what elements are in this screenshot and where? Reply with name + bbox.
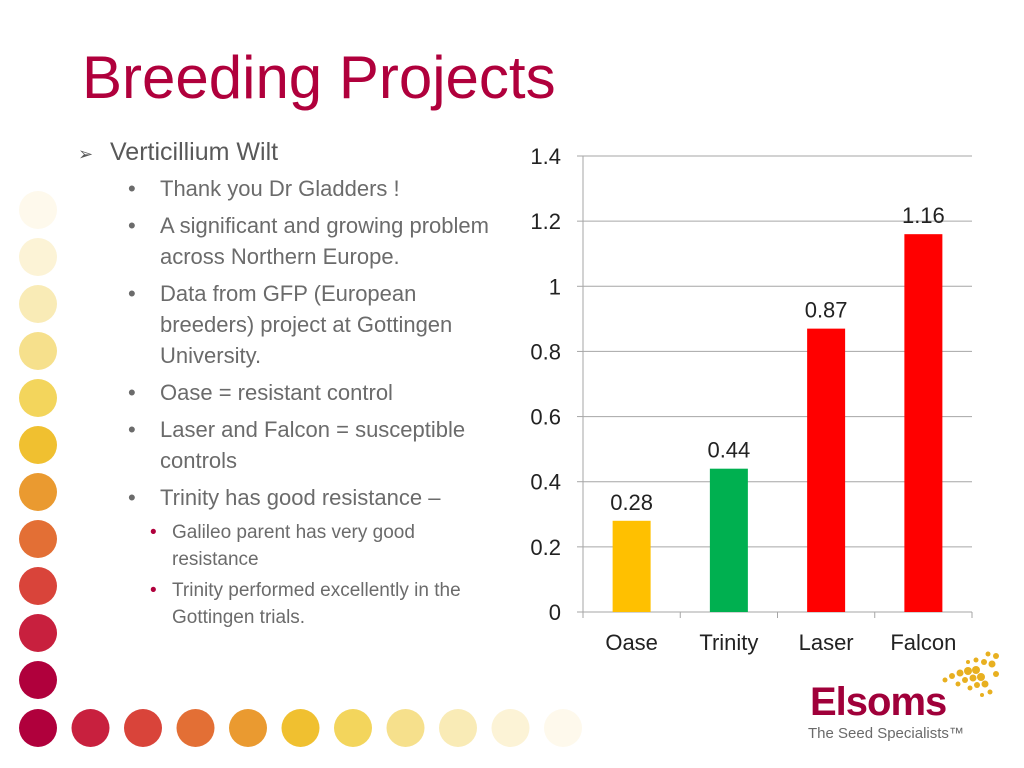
decorative-dot — [544, 709, 582, 747]
y-tick-label: 0.4 — [530, 470, 561, 495]
bar-laser — [807, 328, 846, 612]
decorative-dot — [19, 614, 57, 652]
data-label: 0.28 — [610, 490, 653, 515]
x-tick-label: Laser — [799, 630, 854, 655]
sub-bullet-item: • Trinity performed excellently in the Go… — [78, 577, 508, 631]
decorative-dot — [124, 709, 162, 747]
sub-bullet-item-text: Galileo parent has very good resistance — [172, 522, 415, 570]
red-dot-bullet-icon: • — [150, 580, 157, 601]
red-dot-bullet-icon: • — [150, 522, 157, 543]
bullet-item: • Thank you Dr Gladders ! — [78, 173, 508, 204]
dot-bullet-icon: • — [128, 281, 136, 306]
decorative-dot — [19, 567, 57, 605]
bar-trinity — [709, 468, 748, 612]
elsoms-logo: Elsoms The Seed Specialists™ — [800, 640, 1010, 750]
bullet-list: ➢ Verticillium Wilt • Thank you Dr Gladde… — [78, 138, 508, 635]
y-tick-label: 1 — [549, 274, 561, 299]
slide-title: Breeding Projects — [82, 44, 556, 111]
seed-burst-icon — [942, 651, 999, 697]
x-tick-label: Falcon — [890, 630, 956, 655]
dot-bullet-icon: • — [128, 380, 136, 405]
x-tick-label: Trinity — [699, 630, 758, 655]
bullet-item: • A significant and growing problem acros… — [78, 210, 508, 272]
bullet-item: • Laser and Falcon = susceptible controls — [78, 414, 508, 476]
decorative-dot — [334, 709, 372, 747]
bullet-heading: ➢ Verticillium Wilt — [78, 138, 508, 167]
bar-falcon — [904, 234, 943, 612]
decorative-dot — [19, 379, 57, 417]
bullet-item-text: Laser and Falcon = susceptible controls — [160, 417, 466, 473]
bullet-item-text: A significant and growing problem across… — [160, 213, 489, 269]
decorative-dot — [19, 238, 57, 276]
decorative-dot — [19, 285, 57, 323]
sub-bullet-item: • Galileo parent has very good resistance — [78, 519, 508, 573]
y-tick-label: 0.8 — [530, 339, 561, 364]
decorative-dot — [386, 709, 425, 747]
bullet-heading-text: Verticillium Wilt — [110, 138, 279, 166]
bar-chart: 0 0.2 0.4 0.6 0.8 1 1.2 1.4 0.28 Oase 0.44 Trinity 0… — [530, 144, 973, 655]
decorative-dot — [176, 709, 215, 747]
bullet-item-text: Data from GFP (European breeders) projec… — [160, 281, 453, 368]
decorative-dot — [491, 709, 530, 747]
y-tick-label: 1.2 — [530, 209, 561, 234]
decorative-dot — [71, 709, 110, 747]
dot-bullet-icon: • — [128, 213, 136, 238]
sub-bullet-item-text: Trinity performed excellently in the Got… — [172, 580, 461, 628]
logo-name: Elsoms — [810, 680, 947, 724]
x-tick-label: Oase — [605, 630, 658, 655]
decorative-dot — [281, 709, 320, 747]
decorative-dot — [19, 709, 57, 747]
decorative-dot — [19, 426, 57, 464]
bullet-item: • Trinity has good resistance – — [78, 482, 508, 513]
dot-bullet-icon: • — [128, 485, 136, 510]
bullet-items: • Thank you Dr Gladders ! • A significant … — [78, 173, 508, 513]
decorative-dot — [19, 473, 57, 511]
decorative-dot — [19, 191, 57, 229]
y-tick-label: 0.2 — [530, 535, 561, 560]
decorative-dot — [229, 709, 267, 747]
dot-bullet-icon: • — [128, 176, 136, 201]
bullet-item-text: Thank you Dr Gladders ! — [160, 176, 400, 201]
data-label: 1.16 — [902, 203, 945, 228]
bullet-item: • Data from GFP (European breeders) proje… — [78, 278, 508, 371]
y-tick-label: 0 — [549, 600, 561, 625]
arrow-bullet-icon: ➢ — [78, 144, 94, 164]
bullet-item: • Oase = resistant control — [78, 377, 508, 408]
data-label: 0.44 — [707, 438, 750, 463]
decorative-dot — [439, 709, 477, 747]
sub-bullet-items: • Galileo parent has very good resistance… — [78, 519, 508, 631]
decorative-dot — [19, 520, 57, 558]
y-tick-label: 1.4 — [530, 144, 561, 169]
bullet-item-text: Oase = resistant control — [160, 380, 393, 405]
bar-oase — [612, 520, 651, 612]
dot-bullet-icon: • — [128, 417, 136, 442]
decorative-dot — [19, 661, 57, 699]
y-tick-label: 0.6 — [530, 405, 561, 430]
decorative-dot — [19, 332, 57, 370]
bullet-item-text: Trinity has good resistance – — [160, 485, 441, 510]
data-label: 0.87 — [805, 298, 848, 323]
logo-tagline: The Seed Specialists™ — [808, 725, 964, 742]
